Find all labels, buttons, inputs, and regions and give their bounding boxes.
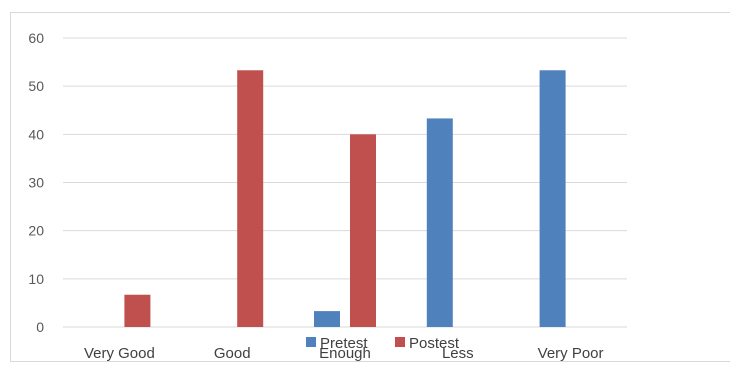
bar-postest-enough	[350, 134, 376, 327]
bar-pretest-less	[426, 118, 453, 328]
chart-frame	[10, 12, 730, 362]
legend-swatch-pretest	[306, 337, 316, 347]
bar-pretest-enough	[314, 311, 340, 327]
bar-pretest-very-poor	[539, 70, 566, 327]
x-category-label: Less	[442, 345, 474, 362]
x-category-label: Very Good	[84, 345, 155, 362]
y-axis: 0 10 20 30 40 50 60	[28, 30, 44, 335]
y-tick-label: 30	[28, 175, 44, 191]
x-category-label: Enough	[319, 345, 371, 362]
y-tick-label: 40	[28, 126, 44, 142]
x-axis: Very Good Good Enough Less Very Poor	[84, 345, 604, 362]
bars	[124, 70, 566, 328]
legend-label-postest: Postest	[409, 335, 460, 352]
bar-postest-good	[237, 70, 264, 327]
legend: Pretest Postest	[306, 335, 460, 352]
x-category-label: Good	[214, 345, 251, 362]
y-tick-label: 50	[28, 78, 44, 94]
y-tick-label: 20	[28, 223, 44, 239]
bar-postest-very-good	[124, 294, 151, 327]
y-tick-label: 0	[36, 319, 44, 335]
y-tick-label: 60	[28, 30, 44, 46]
legend-label-pretest: Pretest	[320, 335, 368, 352]
x-category-label: Very Poor	[538, 345, 604, 362]
gridlines	[63, 37, 627, 328]
legend-swatch-postest	[395, 337, 405, 347]
y-tick-label: 10	[28, 271, 44, 287]
